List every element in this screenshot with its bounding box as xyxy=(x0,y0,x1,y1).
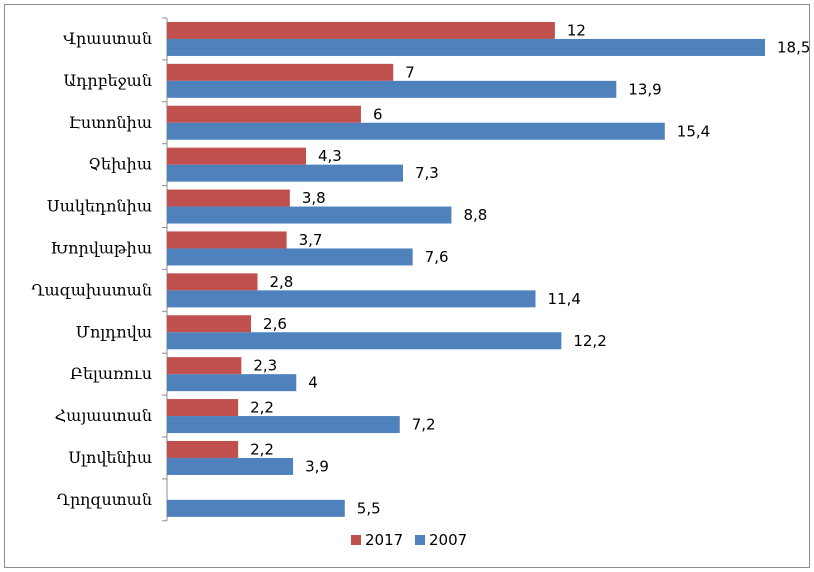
legend-swatch-2007 xyxy=(415,535,425,545)
bar-2017-հայաստան xyxy=(167,399,239,417)
bar-2007-բելառուս xyxy=(167,374,297,392)
data-label-2017-ադրբեջան: 7 xyxy=(405,63,415,81)
bar-2007-էստոնիա xyxy=(167,122,665,140)
bar-2017-վրաստան xyxy=(167,21,555,39)
bar-2007-մոլդովա xyxy=(167,332,562,350)
category-label-չեխիա: Չեխիա xyxy=(88,155,152,174)
bar-2017-սլովենիա xyxy=(167,440,239,458)
bar-2007-հայաստան xyxy=(167,416,400,434)
bar-2007-խորվաթիա xyxy=(167,248,413,266)
data-label-2007-ղազախստան: 11,4 xyxy=(547,290,580,308)
data-label-2017-հայաստան: 2,2 xyxy=(250,399,274,417)
bar-2017-էստոնիա xyxy=(167,105,361,123)
data-label-2017-սլովենիա: 2,2 xyxy=(250,440,274,458)
bar-2017-խորվաթիա xyxy=(167,231,287,249)
legend-swatch-2017 xyxy=(351,535,361,545)
bar-2017-ղազախստան xyxy=(167,273,258,291)
data-label-2007-խորվաթիա: 7,6 xyxy=(425,248,449,266)
data-label-2017-էստոնիա: 6 xyxy=(373,105,383,123)
bar-2007-չեխիա xyxy=(167,164,403,182)
data-label-2007-ղրղզստան: 5,5 xyxy=(357,499,381,517)
bar-2017-բելառուս xyxy=(167,357,242,375)
bar-2007-սակեդոնիա xyxy=(167,206,452,224)
bar-2017-ադրբեջան xyxy=(167,63,394,81)
data-label-2007-սակեդոնիա: 8,8 xyxy=(463,206,487,224)
category-label-էստոնիա: Էստոնիա xyxy=(69,113,152,132)
bar-2017-սակեդոնիա xyxy=(167,189,290,207)
bar-2007-վրաստան xyxy=(167,38,765,56)
category-label-մոլդովա: Մոլդովա xyxy=(76,322,152,341)
data-label-2007-վրաստան: 18,5 xyxy=(777,38,810,56)
data-label-2017-մոլդովա: 2,6 xyxy=(263,315,287,333)
data-label-2017-ղազախստան: 2,8 xyxy=(270,273,294,291)
category-label-ղազախստան: Ղազախստան xyxy=(31,280,152,299)
data-label-2007-էստոնիա: 15,4 xyxy=(677,122,710,140)
data-label-2017-բելառուս: 2,3 xyxy=(253,357,277,375)
category-label-սլովենիա: Սլովենիա xyxy=(68,448,152,467)
data-label-2007-բելառուս: 4 xyxy=(308,374,318,392)
category-label-ղրղզստան: Ղրղզստան xyxy=(57,490,152,509)
legend-label-2017: 2017 xyxy=(365,531,403,549)
legend-label-2007: 2007 xyxy=(429,531,467,549)
data-label-2007-չեխիա: 7,3 xyxy=(415,164,439,182)
data-label-2007-սլովենիա: 3,9 xyxy=(305,457,329,475)
data-label-2017-վրաստան: 12 xyxy=(567,21,586,39)
data-label-2007-ադրբեջան: 13,9 xyxy=(628,80,661,98)
data-label-2007-մոլդովա: 12,2 xyxy=(573,332,606,350)
bar-2007-ղրղզստան xyxy=(167,499,345,517)
data-label-2017-չեխիա: 4,3 xyxy=(318,147,342,165)
category-label-սակեդոնիա: Սակեդոնիա xyxy=(47,197,152,216)
data-label-2007-հայաստան: 7,2 xyxy=(412,416,436,434)
bar-2007-ադրբեջան xyxy=(167,80,617,98)
category-label-հայաստան: Հայաստան xyxy=(55,406,152,425)
bar-2017-մոլդովա xyxy=(167,315,252,333)
bar-2017-չեխիա xyxy=(167,147,306,165)
data-label-2017-խորվաթիա: 3,7 xyxy=(299,231,323,249)
category-label-վրաստան: Վրաստան xyxy=(63,29,152,48)
chart-frame xyxy=(4,4,810,568)
bar-2007-ղազախստան xyxy=(167,290,536,308)
bar-2007-սլովենիա xyxy=(167,457,294,475)
category-label-բելառուս: Բելառուս xyxy=(70,364,152,383)
category-label-ադրբեջան: Ադրբեջան xyxy=(63,71,152,90)
category-label-խորվաթիա: Խորվաթիա xyxy=(51,238,152,257)
data-label-2017-սակեդոնիա: 3,8 xyxy=(302,189,326,207)
